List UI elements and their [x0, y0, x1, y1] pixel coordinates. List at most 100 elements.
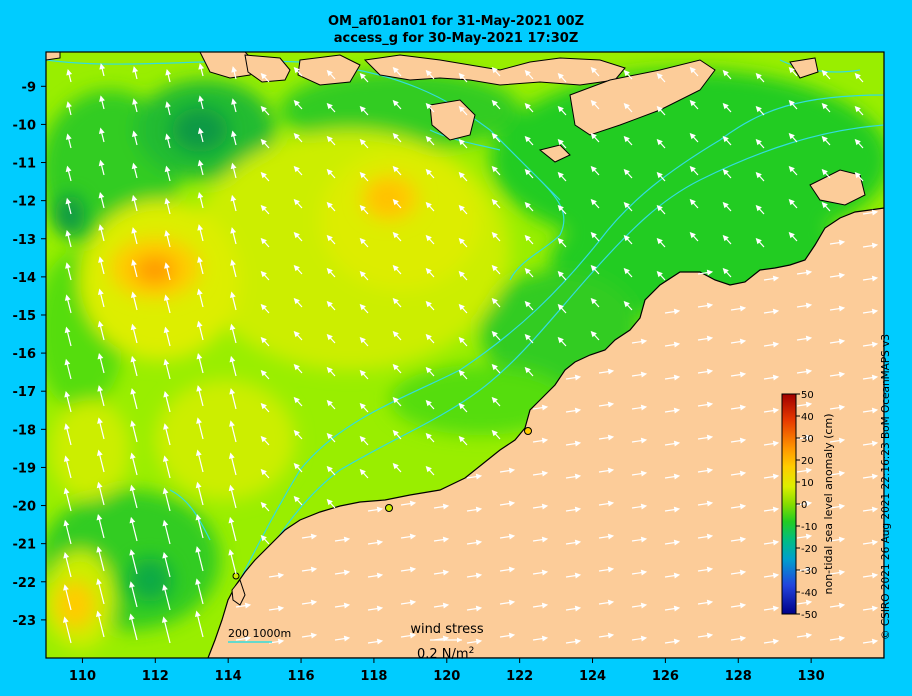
wind-arrowhead: [557, 171, 564, 179]
wind-arrowhead: [425, 69, 432, 77]
wind-arrowhead: [607, 467, 615, 474]
lat-tick-label: -13: [13, 233, 37, 248]
wind-arrowhead: [475, 539, 483, 546]
wind-arrowhead: [359, 402, 366, 410]
wind-arrowhead: [673, 374, 681, 381]
lon-tick-label: 120: [433, 669, 460, 684]
map-title-line2: access_g for 30-May-2021 17:30Z: [333, 31, 579, 46]
wind-arrowhead: [805, 533, 813, 540]
wind-arrowhead: [607, 401, 615, 408]
wind-arrowhead: [162, 487, 169, 495]
station-marker: [385, 504, 393, 512]
wind-arrowhead: [326, 300, 333, 308]
wind-arrowhead: [772, 473, 780, 480]
wind-arrowhead: [755, 72, 762, 80]
wind-arrowhead: [66, 101, 72, 108]
colorbar-tick-label: 40: [801, 412, 814, 423]
wind-arrowhead: [706, 632, 714, 639]
wind-arrowhead: [231, 98, 237, 105]
wind-arrowhead: [359, 468, 366, 476]
wind-arrowhead: [557, 237, 564, 245]
wind-arrowhead: [524, 201, 531, 209]
barrow-island: [231, 578, 246, 606]
wind-arrowhead: [260, 270, 267, 278]
wind-arrowhead: [706, 269, 714, 276]
wind-arrowhead: [376, 506, 384, 513]
wind-arrowhead: [409, 599, 417, 606]
wind-arrowhead: [130, 355, 137, 363]
wind-arrowhead: [491, 396, 498, 404]
wind-arrowhead: [392, 363, 399, 371]
colorbar-tick-label: 30: [801, 434, 814, 445]
wind-arrowhead: [541, 569, 549, 576]
wind-arrowhead: [129, 484, 136, 492]
wind-arrowhead: [706, 599, 714, 606]
wind-arrowhead: [195, 513, 202, 521]
wind-arrowhead: [359, 435, 366, 443]
wind-arrowhead: [326, 102, 333, 110]
wind-arrowhead: [196, 417, 202, 424]
wind-arrowhead: [197, 256, 203, 263]
wind-arrowhead: [607, 368, 615, 375]
wind-arrowhead: [229, 291, 236, 298]
wind-arrowhead: [293, 363, 300, 371]
wind-arrowhead: [838, 470, 846, 477]
wind-arrowhead: [229, 420, 235, 427]
wind-arrowhead: [557, 72, 564, 80]
wind-arrowhead: [689, 132, 696, 140]
wind-arrowhead: [590, 99, 597, 107]
lon-tick-label: 118: [360, 669, 387, 684]
colorbar-tick-label: -20: [801, 544, 817, 555]
wind-arrowhead: [162, 455, 169, 462]
wind-arrowhead: [541, 404, 549, 411]
wind-arrowhead: [293, 462, 300, 470]
wind-arrowhead: [706, 533, 714, 540]
wind-arrowhead: [326, 432, 333, 440]
wind-arrowhead: [706, 467, 714, 474]
wind-arrowhead: [376, 539, 384, 546]
wind-arrowhead: [772, 539, 780, 546]
wind-stress-legend-arrowhead: [457, 637, 462, 643]
wind-arrowhead: [376, 638, 384, 645]
wind-arrowhead: [772, 440, 780, 447]
wind-arrowhead: [458, 72, 465, 80]
wind-arrowhead: [442, 569, 450, 576]
wind-arrowhead: [854, 72, 861, 80]
wind-arrowhead: [557, 204, 564, 212]
wind-arrowhead: [359, 336, 366, 344]
wind-arrowhead: [228, 549, 235, 556]
wind-arrowhead: [689, 66, 696, 74]
wind-arrowhead: [392, 66, 399, 74]
wind-arrowhead: [838, 536, 846, 543]
wind-arrowhead: [260, 534, 267, 542]
wind-arrowhead: [442, 536, 450, 543]
wind-arrowhead: [590, 132, 597, 140]
wind-arrowhead: [574, 572, 582, 579]
wind-arrowhead: [66, 69, 73, 76]
wind-arrowhead: [244, 635, 252, 642]
wind-arrowhead: [164, 165, 171, 173]
wind-arrowhead: [326, 333, 333, 341]
wind-arrowhead: [640, 338, 648, 345]
wind-arrowhead: [805, 566, 813, 573]
wind-arrowhead: [640, 536, 648, 543]
wind-arrowhead: [871, 407, 879, 414]
wind-arrowhead: [706, 335, 714, 342]
wind-arrowhead: [706, 368, 714, 375]
lat-tick-label: -23: [13, 614, 37, 629]
wind-arrowhead: [673, 473, 681, 480]
wind-arrowhead: [458, 402, 465, 410]
wind-arrowhead: [706, 566, 714, 573]
wind-arrowhead: [871, 539, 879, 546]
wind-arrowhead: [97, 288, 104, 296]
wind-arrowhead: [164, 197, 171, 205]
wind-arrowhead: [293, 198, 300, 206]
wind-arrowhead: [524, 69, 531, 77]
wind-arrowhead: [607, 599, 615, 606]
lon-tick-label: 130: [798, 669, 825, 684]
wind-arrowhead: [425, 102, 432, 110]
wind-arrowhead: [854, 105, 861, 113]
wind-arrowhead: [656, 204, 663, 212]
wind-arrowhead: [359, 270, 366, 278]
wind-arrowhead: [409, 500, 417, 507]
